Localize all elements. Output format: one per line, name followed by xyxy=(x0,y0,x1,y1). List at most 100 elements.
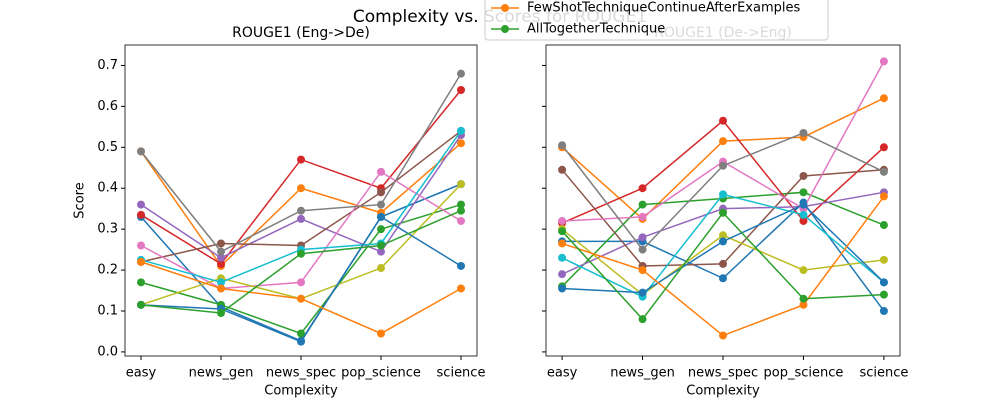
y-tick-label: 0.3 xyxy=(97,222,118,237)
series-marker xyxy=(297,329,305,338)
plot-frame xyxy=(545,44,901,357)
series-marker xyxy=(558,141,567,150)
y-tick-label: 0.5 xyxy=(97,140,118,155)
series-marker xyxy=(719,231,727,240)
series-marker xyxy=(377,241,385,250)
series-marker xyxy=(137,147,145,156)
series-marker xyxy=(137,200,145,209)
series-marker xyxy=(638,245,647,254)
series-marker xyxy=(457,216,465,225)
y-tick-label: 0.4 xyxy=(97,181,118,196)
x-axis-label: Complexity xyxy=(264,384,338,399)
series-marker xyxy=(719,274,727,283)
plot-frame xyxy=(124,44,478,357)
series-marker xyxy=(377,225,385,234)
series-marker xyxy=(217,239,225,248)
series-marker xyxy=(137,257,145,266)
series-marker xyxy=(217,278,225,287)
series-marker xyxy=(638,200,647,209)
series-marker xyxy=(457,284,465,293)
series-marker xyxy=(719,237,727,246)
series-marker xyxy=(719,116,727,125)
series-marker xyxy=(638,184,647,193)
series-marker xyxy=(638,315,647,324)
y-tick-label: 0.7 xyxy=(97,58,118,73)
series-marker xyxy=(879,290,888,299)
series-marker xyxy=(638,266,647,275)
series-marker xyxy=(457,69,465,78)
series-marker xyxy=(457,86,465,95)
series-marker xyxy=(217,259,225,268)
series-marker xyxy=(879,192,888,201)
series-marker xyxy=(879,167,888,176)
series-marker xyxy=(377,188,385,197)
series-marker xyxy=(799,300,808,309)
series-marker xyxy=(457,261,465,270)
series-marker xyxy=(879,221,888,230)
series-marker xyxy=(719,259,727,268)
series-marker xyxy=(297,214,305,223)
series-marker xyxy=(879,255,888,264)
series-marker xyxy=(297,278,305,287)
legend-box xyxy=(484,0,829,41)
series-marker xyxy=(879,94,888,103)
x-tick-label: news_gen xyxy=(610,366,675,381)
series-marker xyxy=(799,200,808,209)
series-marker xyxy=(297,206,305,215)
series-marker xyxy=(799,266,808,275)
series-marker xyxy=(457,139,465,148)
series-marker xyxy=(879,57,888,66)
series-marker xyxy=(799,216,808,225)
series-marker xyxy=(558,216,567,225)
series-marker xyxy=(719,331,727,340)
series-marker xyxy=(217,284,225,293)
series-marker xyxy=(297,249,305,258)
legend-label: AllTogetherTechnique xyxy=(527,22,665,37)
x-tick-label: science xyxy=(437,366,486,381)
series-marker xyxy=(719,208,727,217)
series-marker xyxy=(719,190,727,199)
series-marker xyxy=(297,184,305,193)
series-marker xyxy=(457,200,465,209)
x-tick-label: news_spec xyxy=(266,366,336,381)
series-marker xyxy=(377,247,385,256)
series-marker xyxy=(799,294,808,303)
series-marker xyxy=(137,210,145,219)
series-marker xyxy=(719,137,727,146)
series-marker xyxy=(217,247,225,256)
series-marker xyxy=(558,270,567,279)
series-marker xyxy=(137,300,145,309)
series-marker xyxy=(879,278,888,287)
y-tick-label: 0.0 xyxy=(97,344,118,359)
series-marker xyxy=(377,167,385,176)
series-marker xyxy=(297,155,305,164)
series-marker xyxy=(457,206,465,215)
series-marker xyxy=(799,128,808,137)
legend-marker xyxy=(501,25,509,33)
series-marker xyxy=(457,126,465,135)
series-marker xyxy=(297,337,305,346)
series-marker xyxy=(377,212,385,221)
legend-label: FewShotTechniqueContinueAfterExamples xyxy=(527,1,800,16)
series-marker xyxy=(377,264,385,273)
series-marker xyxy=(137,241,145,250)
series-marker xyxy=(638,212,647,221)
series-marker xyxy=(799,171,808,180)
x-tick-label: news_spec xyxy=(688,366,758,381)
x-tick-label: pop_science xyxy=(764,366,844,381)
series-marker xyxy=(377,200,385,209)
series-marker xyxy=(558,227,567,236)
y-tick-label: 0.6 xyxy=(97,99,118,114)
x-tick-label: science xyxy=(859,366,908,381)
x-axis-label: Complexity xyxy=(686,384,760,399)
series-marker xyxy=(879,143,888,152)
x-tick-label: pop_science xyxy=(341,366,421,381)
series-marker xyxy=(297,294,305,303)
chart-title: ROUGE1 (Eng->De) xyxy=(232,25,370,41)
series-marker xyxy=(638,288,647,297)
series-marker xyxy=(558,165,567,174)
x-tick-label: easy xyxy=(547,366,578,381)
y-tick-label: 0.1 xyxy=(97,303,118,318)
